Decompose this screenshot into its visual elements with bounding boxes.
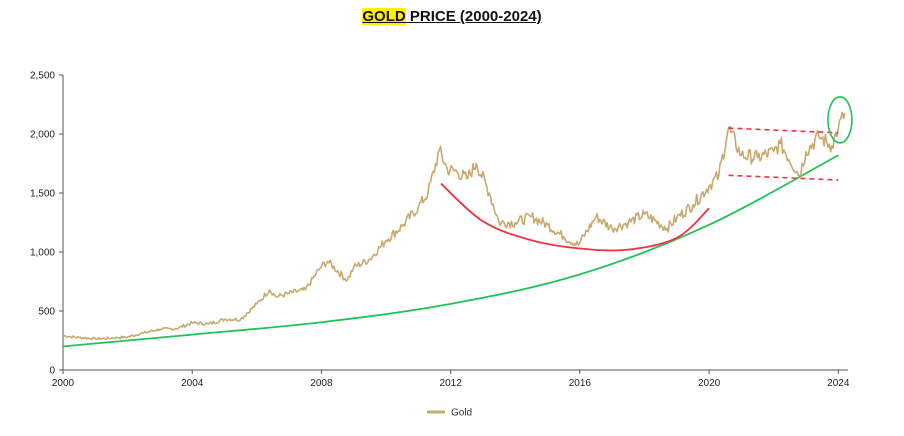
x-tick-label: 2020 [698, 378, 721, 389]
legend-label-gold: Gold [451, 408, 472, 419]
y-tick-label: 2,000 [30, 130, 55, 141]
breakout-circle-annotation [827, 96, 853, 144]
y-tick-label: 1,000 [30, 248, 55, 259]
x-tick-label: 2012 [440, 378, 463, 389]
y-tick-label: 2,500 [30, 71, 55, 82]
gold-price-line [62, 111, 846, 341]
x-tick-label: 2008 [310, 378, 333, 389]
channel-dashed-line [728, 174, 839, 181]
title-rest: PRICE (2000-2024) [405, 8, 542, 25]
x-tick-label: 2024 [827, 378, 850, 389]
cup-arc-annotation [440, 182, 710, 252]
chart-title: GOLD PRICE (2000-2024) [0, 8, 904, 25]
title-highlight: GOLD [362, 8, 406, 25]
x-tick-label: 2004 [181, 378, 204, 389]
y-tick-label: 1,500 [30, 189, 55, 200]
y-tick-label: 500 [38, 307, 55, 318]
x-tick-label: 2016 [569, 378, 592, 389]
y-tick-label: 0 [49, 366, 55, 377]
x-tick-label: 2000 [52, 378, 75, 389]
trend-line [62, 154, 839, 348]
channel-dashed-line [728, 127, 839, 134]
